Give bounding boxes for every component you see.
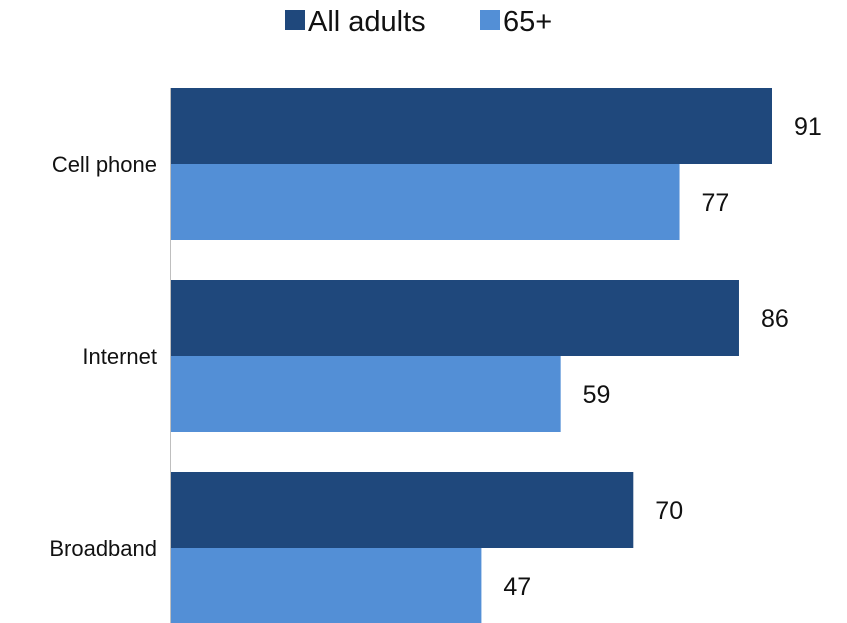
legend-swatch-all-adults	[285, 10, 305, 30]
value-label-broadband-all-adults: 70	[655, 497, 683, 525]
bar-cell-phone-65	[171, 164, 680, 240]
category-label-internet: Internet	[82, 344, 157, 369]
value-label-internet-65: 59	[583, 381, 611, 409]
chart-legend: All adults 65+	[285, 6, 552, 38]
legend-swatch-65-plus	[480, 10, 500, 30]
value-label-cell-phone-65: 77	[702, 189, 730, 217]
value-label-internet-all-adults: 86	[761, 305, 789, 333]
category-label-broadband: Broadband	[49, 536, 157, 561]
legend-label-all-adults: All adults	[308, 6, 426, 38]
bar-broadband-65	[171, 548, 482, 623]
value-label-cell-phone-all-adults: 91	[794, 113, 822, 141]
value-labels-group: 91 77 86 59 70 47	[503, 113, 821, 601]
category-labels-group: Cell phone Internet Broadband	[49, 152, 157, 561]
category-label-cell-phone: Cell phone	[52, 152, 157, 177]
bars-group	[171, 88, 772, 623]
bar-cell-phone-all-adults	[171, 88, 772, 164]
bar-internet-65	[171, 356, 561, 432]
legend-label-65-plus: 65+	[503, 6, 552, 38]
value-label-broadband-65: 47	[503, 573, 531, 601]
bar-internet-all-adults	[171, 280, 739, 356]
bar-broadband-all-adults	[171, 472, 634, 548]
